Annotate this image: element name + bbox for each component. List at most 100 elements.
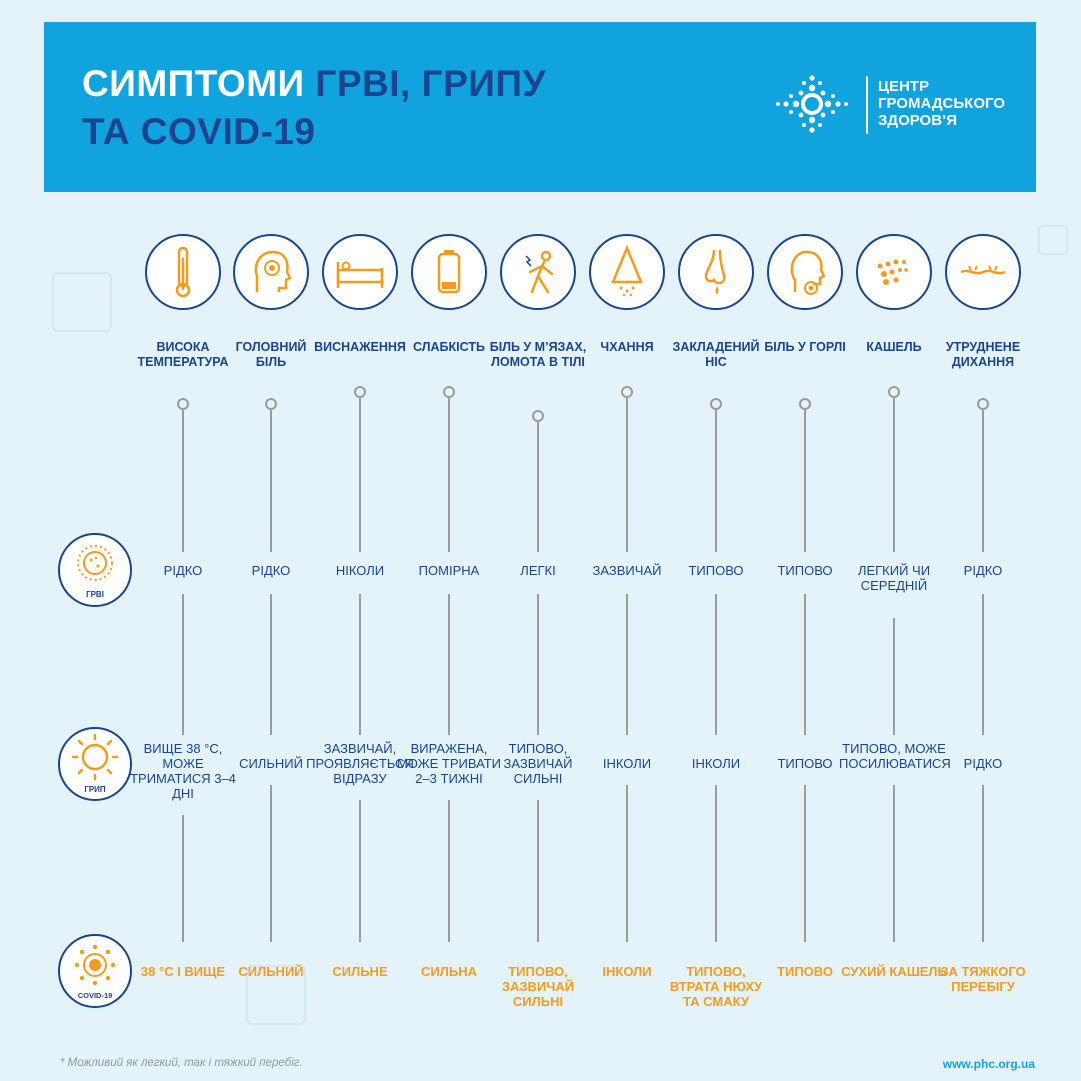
- connector-line: [893, 618, 895, 735]
- title-line-2: ТА COVID-19: [82, 111, 316, 152]
- connector-line: [715, 594, 717, 735]
- connector-dot: [177, 398, 189, 410]
- sore-throat-icon: [790, 250, 826, 295]
- connector-line: [537, 422, 539, 552]
- connector-line: [982, 785, 984, 942]
- battery-icon: [437, 250, 461, 294]
- symptom-label: СЛАБКІСТЬ: [413, 340, 485, 354]
- connector-line: [182, 410, 184, 552]
- connector-line: [982, 594, 984, 735]
- page-title: СИМПТОМИ ГРВІ, ГРИПУ ТА COVID-19: [82, 60, 546, 156]
- sun-virus-icon: ГРИП: [71, 733, 119, 794]
- connector-dot: [265, 398, 277, 410]
- covid-value: СИЛЬНИЙ: [238, 964, 304, 979]
- connector-dot: [532, 410, 544, 422]
- grvi-value: ЗАЗВИЧАЙ: [592, 563, 662, 578]
- symptom-icon-circle: [856, 234, 932, 310]
- decorative-plus: [52, 272, 112, 332]
- grvi-value: ТИПОВО: [777, 563, 833, 578]
- connector-line: [182, 815, 184, 942]
- covid-value: ТИПОВО: [777, 964, 833, 979]
- flu-value: ТИПОВО: [777, 756, 833, 771]
- coronavirus-icon: COVID-19: [74, 944, 116, 1000]
- header-banner: [44, 22, 1036, 192]
- decorative-plus: [246, 965, 306, 1025]
- flu-value: ІНКОЛИ: [602, 756, 652, 771]
- flu-value: ІНКОЛИ: [691, 756, 741, 771]
- flu-value: ТИПОВО, МОЖЕ ПОСИЛЮВАТИСЯ: [839, 741, 951, 771]
- nose-icon: [704, 249, 726, 294]
- symptom-icon-circle: [945, 234, 1021, 310]
- title-rest: ГРВІ, ГРИПУ: [304, 63, 546, 104]
- headache-icon: [254, 250, 292, 292]
- symptom-label: КАШЕЛЬ: [866, 340, 922, 354]
- grvi-value: НІКОЛИ: [335, 563, 385, 578]
- logo-divider: [866, 76, 868, 134]
- connector-line: [537, 800, 539, 942]
- connector-line: [270, 410, 272, 552]
- symptom-label: ВИСОКА ТЕМПЕРАТУРА: [137, 340, 229, 369]
- connector-dot: [977, 398, 989, 410]
- flu-value: ВИЩЕ 38 °С, МОЖЕ ТРИМАТИСЯ 3–4 ДНІ: [130, 741, 236, 801]
- flu-value: СИЛЬНИЙ: [239, 756, 303, 771]
- breathing-icon: [960, 265, 1006, 275]
- symptom-label: ЧХАННЯ: [600, 340, 654, 354]
- title-word: СИМПТОМИ: [82, 63, 305, 104]
- covid-badge: COVID-19: [58, 934, 132, 1008]
- grvi-badge: ГРВІ: [58, 533, 132, 607]
- symptom-label: УТРУДНЕНЕ ДИХАННЯ: [945, 340, 1021, 369]
- symptom-label: БІЛЬ У ГОРЛІ: [764, 340, 846, 354]
- grvi-value: ТИПОВО: [688, 563, 744, 578]
- decorative-plus: [1038, 225, 1068, 255]
- symptom-label: ЗАКЛАДЕНИЙ НІС: [672, 340, 760, 369]
- connector-line: [804, 410, 806, 552]
- covid-value: СИЛЬНЕ: [332, 964, 388, 979]
- symptom-icon-circle: [411, 234, 487, 310]
- connector-line: [537, 594, 539, 735]
- connector-line: [626, 785, 628, 942]
- grvi-value: ПОМІРНА: [418, 563, 480, 578]
- symptom-icon-circle: [589, 234, 665, 310]
- connector-line: [270, 785, 272, 942]
- covid-value: ТИПОВО, ВТРАТА НЮХУ ТА СМАКУ: [669, 964, 763, 1009]
- connector-line: [893, 398, 895, 552]
- connector-dot: [888, 386, 900, 398]
- thermometer-icon: [175, 246, 191, 298]
- logo-line: ЦЕНТР: [878, 78, 929, 95]
- bed-icon: [336, 261, 384, 288]
- connector-line: [804, 594, 806, 735]
- connector-line: [715, 785, 717, 942]
- covid-value: 38 °С І ВИЩЕ: [140, 964, 226, 979]
- connector-line: [448, 398, 450, 552]
- symptom-icon-circle: [500, 234, 576, 310]
- grvi-value: РІДКО: [963, 563, 1003, 578]
- connector-line: [182, 594, 184, 735]
- connector-dot: [799, 398, 811, 410]
- symptom-icon-circle: [678, 234, 754, 310]
- covid-value: ТИПОВО, ЗАЗВИЧАЙ СИЛЬНІ: [501, 964, 575, 1009]
- connector-line: [626, 594, 628, 735]
- logo-text: ЦЕНТР ГРОМАДСЬКОГО ЗДОРОВ’Я: [878, 78, 1005, 129]
- symptom-icon-circle: [145, 234, 221, 310]
- flu-value: ЗАЗВИЧАЙ, ПРОЯВЛЯЄТЬСЯ ВІДРАЗУ: [306, 741, 414, 786]
- connector-line: [359, 800, 361, 942]
- connector-dot: [710, 398, 722, 410]
- connector-line: [715, 410, 717, 552]
- logo-line: ГРОМАДСЬКОГО: [878, 95, 1005, 112]
- symptom-label: ГОЛОВНИЙ БІЛЬ: [235, 340, 307, 369]
- connector-line: [982, 410, 984, 552]
- covid-value: СУХИЙ КАШЕЛЬ: [841, 964, 947, 979]
- phc-logo: ЦЕНТР ГРОМАДСЬКОГО ЗДОРОВ’Я: [770, 66, 1070, 146]
- covid-value: ІНКОЛИ: [602, 964, 652, 979]
- grvi-value: РІДКО: [251, 563, 291, 578]
- logo-mark-icon: [776, 75, 848, 133]
- symptom-icon-circle: [767, 234, 843, 310]
- row-label-flu: ГРИП: [84, 785, 106, 794]
- connector-line: [359, 594, 361, 735]
- website-link[interactable]: www.phc.org.ua: [942, 1057, 1035, 1071]
- virus-icon: ГРВІ: [77, 545, 113, 599]
- row-label-grvi: ГРВІ: [86, 590, 104, 599]
- connector-dot: [443, 386, 455, 398]
- connector-line: [893, 785, 895, 942]
- logo-line: ЗДОРОВ’Я: [878, 112, 958, 129]
